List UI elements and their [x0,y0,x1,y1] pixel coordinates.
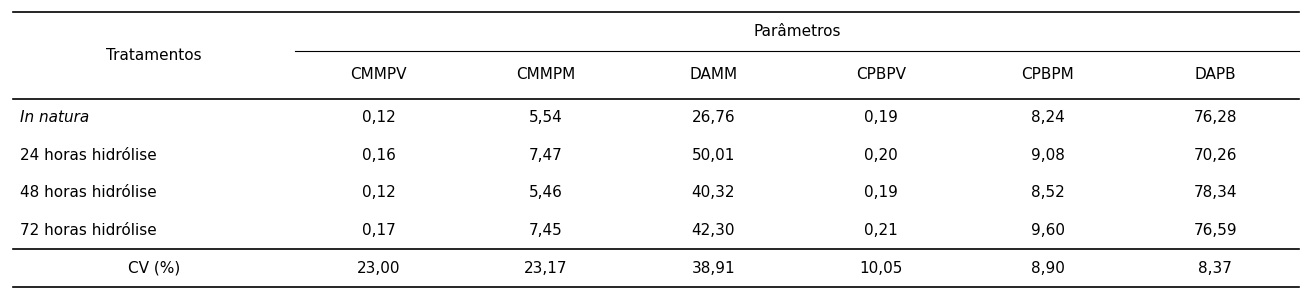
Text: CV (%): CV (%) [129,261,180,276]
Text: 8,24: 8,24 [1031,110,1065,125]
Text: 48 horas hidrólise: 48 horas hidrólise [20,185,156,200]
Text: 0,12: 0,12 [362,185,396,200]
Text: 0,21: 0,21 [863,223,897,238]
Text: 42,30: 42,30 [691,223,735,238]
Text: 23,00: 23,00 [357,261,400,276]
Text: Parâmetros: Parâmetros [753,24,841,39]
Text: Tratamentos: Tratamentos [106,48,202,63]
Text: 0,19: 0,19 [863,110,897,125]
Text: 24 horas hidrólise: 24 horas hidrólise [20,148,156,163]
Text: DAMM: DAMM [689,67,737,82]
Text: In natura: In natura [20,110,89,125]
Text: 50,01: 50,01 [691,148,735,163]
Text: 26,76: 26,76 [691,110,735,125]
Text: 8,52: 8,52 [1031,185,1065,200]
Text: 76,28: 76,28 [1194,110,1237,125]
Text: 0,16: 0,16 [362,148,396,163]
Text: 72 horas hidrólise: 72 horas hidrólise [20,223,156,238]
Text: 8,37: 8,37 [1198,261,1232,276]
Text: 7,45: 7,45 [529,223,563,238]
Text: 8,90: 8,90 [1031,261,1065,276]
Text: 0,12: 0,12 [362,110,396,125]
Text: 38,91: 38,91 [691,261,735,276]
Text: 76,59: 76,59 [1194,223,1237,238]
Text: DAPB: DAPB [1194,67,1236,82]
Text: 5,46: 5,46 [529,185,563,200]
Text: CPBPM: CPBPM [1022,67,1075,82]
Text: 23,17: 23,17 [525,261,568,276]
Text: 78,34: 78,34 [1194,185,1237,200]
Text: 0,17: 0,17 [362,223,396,238]
Text: CPBPV: CPBPV [855,67,905,82]
Text: 70,26: 70,26 [1194,148,1237,163]
Text: 10,05: 10,05 [859,261,903,276]
Text: CMMPM: CMMPM [517,67,576,82]
Text: 5,54: 5,54 [529,110,563,125]
Text: 7,47: 7,47 [529,148,563,163]
Text: CMMPV: CMMPV [350,67,407,82]
Text: 9,08: 9,08 [1031,148,1065,163]
Text: 9,60: 9,60 [1031,223,1065,238]
Text: 0,19: 0,19 [863,185,897,200]
Text: 0,20: 0,20 [863,148,897,163]
Text: 40,32: 40,32 [691,185,735,200]
